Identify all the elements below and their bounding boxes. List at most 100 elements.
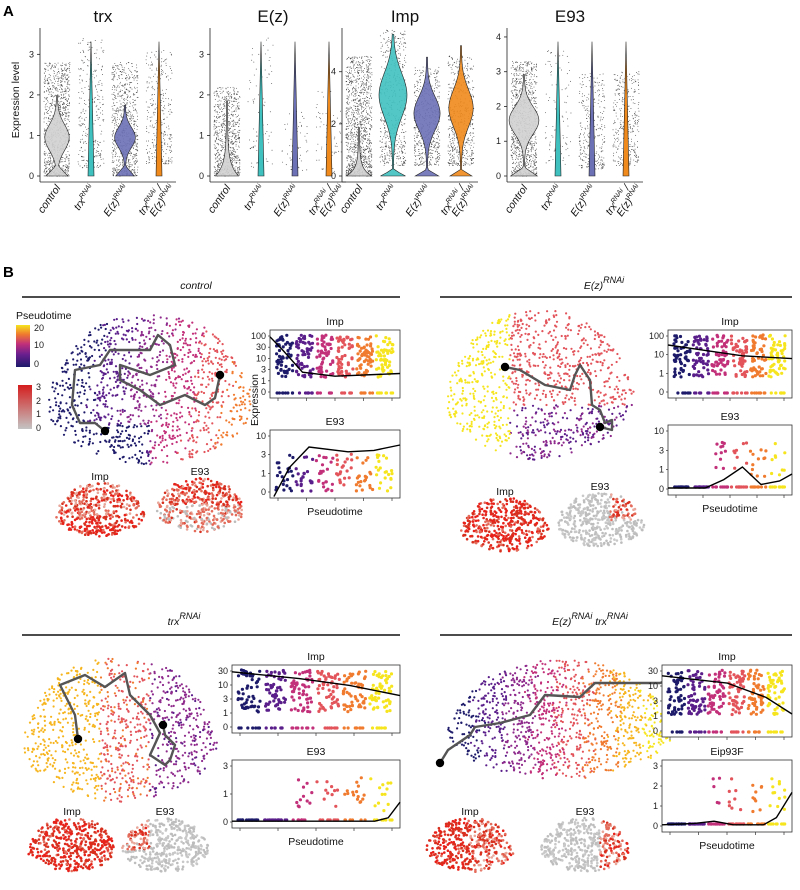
y-tick-label: 1 [261,468,266,478]
panel-b: B control E(z)RNAi trxRNAi E(z)RNAi trxR… [0,255,800,890]
umap-label: E93 [576,806,595,818]
gene-title: Imp [721,316,739,328]
gene-title: Imp [307,651,325,663]
y-tick-label: 0 [653,821,658,831]
y-tick-label: 3 [261,365,266,375]
trend-line [232,801,401,822]
expression-plot: Eip93F 3 2 1 0 Pseudotime [653,746,793,852]
y-tick-label: 10 [218,680,228,690]
plot-frame [269,429,401,499]
y-tick-label: 1 [223,789,228,799]
group-label: control [503,182,531,215]
trend-line [667,344,793,360]
panel-a-letter: A [3,3,14,20]
condition-title: control [180,280,212,292]
y-tick-label: 1 [261,376,266,386]
y-tick-label: 1 [199,130,204,140]
cell-dots [274,452,394,493]
y-tick-label: 10 [654,350,664,360]
trend-line [661,675,793,715]
y-tick-label: 30 [218,666,228,676]
trajectory-path [500,362,614,432]
y-tick-label: 0 [199,171,204,181]
y-tick-label: 2 [29,90,34,100]
header-ez: E(z)RNAi [440,275,792,298]
legend-tick: 1 [36,409,41,419]
y-tick-label: 3 [659,445,664,455]
y-tick-label: 4 [331,67,336,77]
y-tick-label: 3 [223,761,228,771]
legend-tick: 20 [34,323,44,333]
trend-line [231,671,401,697]
y-tick-label: 4 [496,32,501,42]
legend-tick: 0 [36,423,41,433]
gene-title: Imp [326,316,344,328]
x-axis-label: Pseudotime [288,836,344,848]
group-label: control [36,182,64,215]
legend-tick: 3 [36,382,41,392]
y-tick-label: 0 [261,487,266,497]
umap-points [55,482,146,538]
trend-line [668,466,793,489]
group-label: E(z)RNAi [271,182,301,218]
group-label: trxRNAi [72,182,98,212]
y-tick-label: 1 [223,708,228,718]
chart-title: trx [94,7,113,26]
expression-umap: E93 [155,466,243,534]
expression-axis-label: Expression [249,374,261,426]
legend-tick: 0 [34,359,39,369]
x-axis-label: Pseudotime [699,840,755,852]
y-tick-label: 1 [496,136,501,146]
violin-shape [325,41,333,177]
umap-points [27,818,115,873]
y-tick-label: 0 [496,171,501,181]
panel-b-svg: B control E(z)RNAi trxRNAi E(z)RNAi trxR… [3,264,793,873]
expression-umap: Imp [425,806,515,873]
cell-dots [236,668,394,730]
panel-a: A Expression level trx 0 1 2 3 control trxRNAi… [0,0,800,255]
panel-a-svg: A Expression level trx 0 1 2 3 control trxRNAi… [3,3,643,219]
y-tick-label: 10 [654,426,664,436]
violin-shape [588,41,596,177]
group-label: E(z)RNAi [568,182,598,218]
violin-shape [114,104,136,177]
expression-umap: E93 [540,806,630,873]
condition-title: E(z)RNAi [584,275,625,292]
chart-title: Imp [391,7,419,26]
y-tick-label: 2 [496,101,501,111]
y-tick-label: 0 [223,817,228,827]
violin-shape [291,41,299,177]
pseudotime-colorbar [16,325,30,367]
umap-label: E93 [591,481,610,493]
umap-points [540,816,630,873]
violin-shape [378,34,408,177]
chart-title: E(z) [257,7,288,26]
violin-shape [257,41,265,177]
y-tick-label: 3 [199,49,204,59]
x-axis-label: Pseudotime [702,503,758,515]
y-tick-label: 10 [648,681,658,691]
pseudotime-legend: Pseudotime 20 10 0 [16,310,72,369]
umap-points [425,817,515,873]
umap-pseudotime [23,657,218,803]
trend-line [661,792,793,826]
x-axis-label: Pseudotime [307,506,363,518]
y-tick-label: 0 [261,387,266,397]
violin-shape [44,95,70,177]
umap-label: Imp [91,471,109,483]
violin-shape [155,41,163,177]
expression-umap: Imp [27,806,115,873]
header-trx: trxRNAi [22,611,400,636]
expression-umap: E93 [557,481,646,548]
header-double: E(z)RNAi trxRNAi [440,611,792,636]
trajectory-endpoint [158,720,168,730]
